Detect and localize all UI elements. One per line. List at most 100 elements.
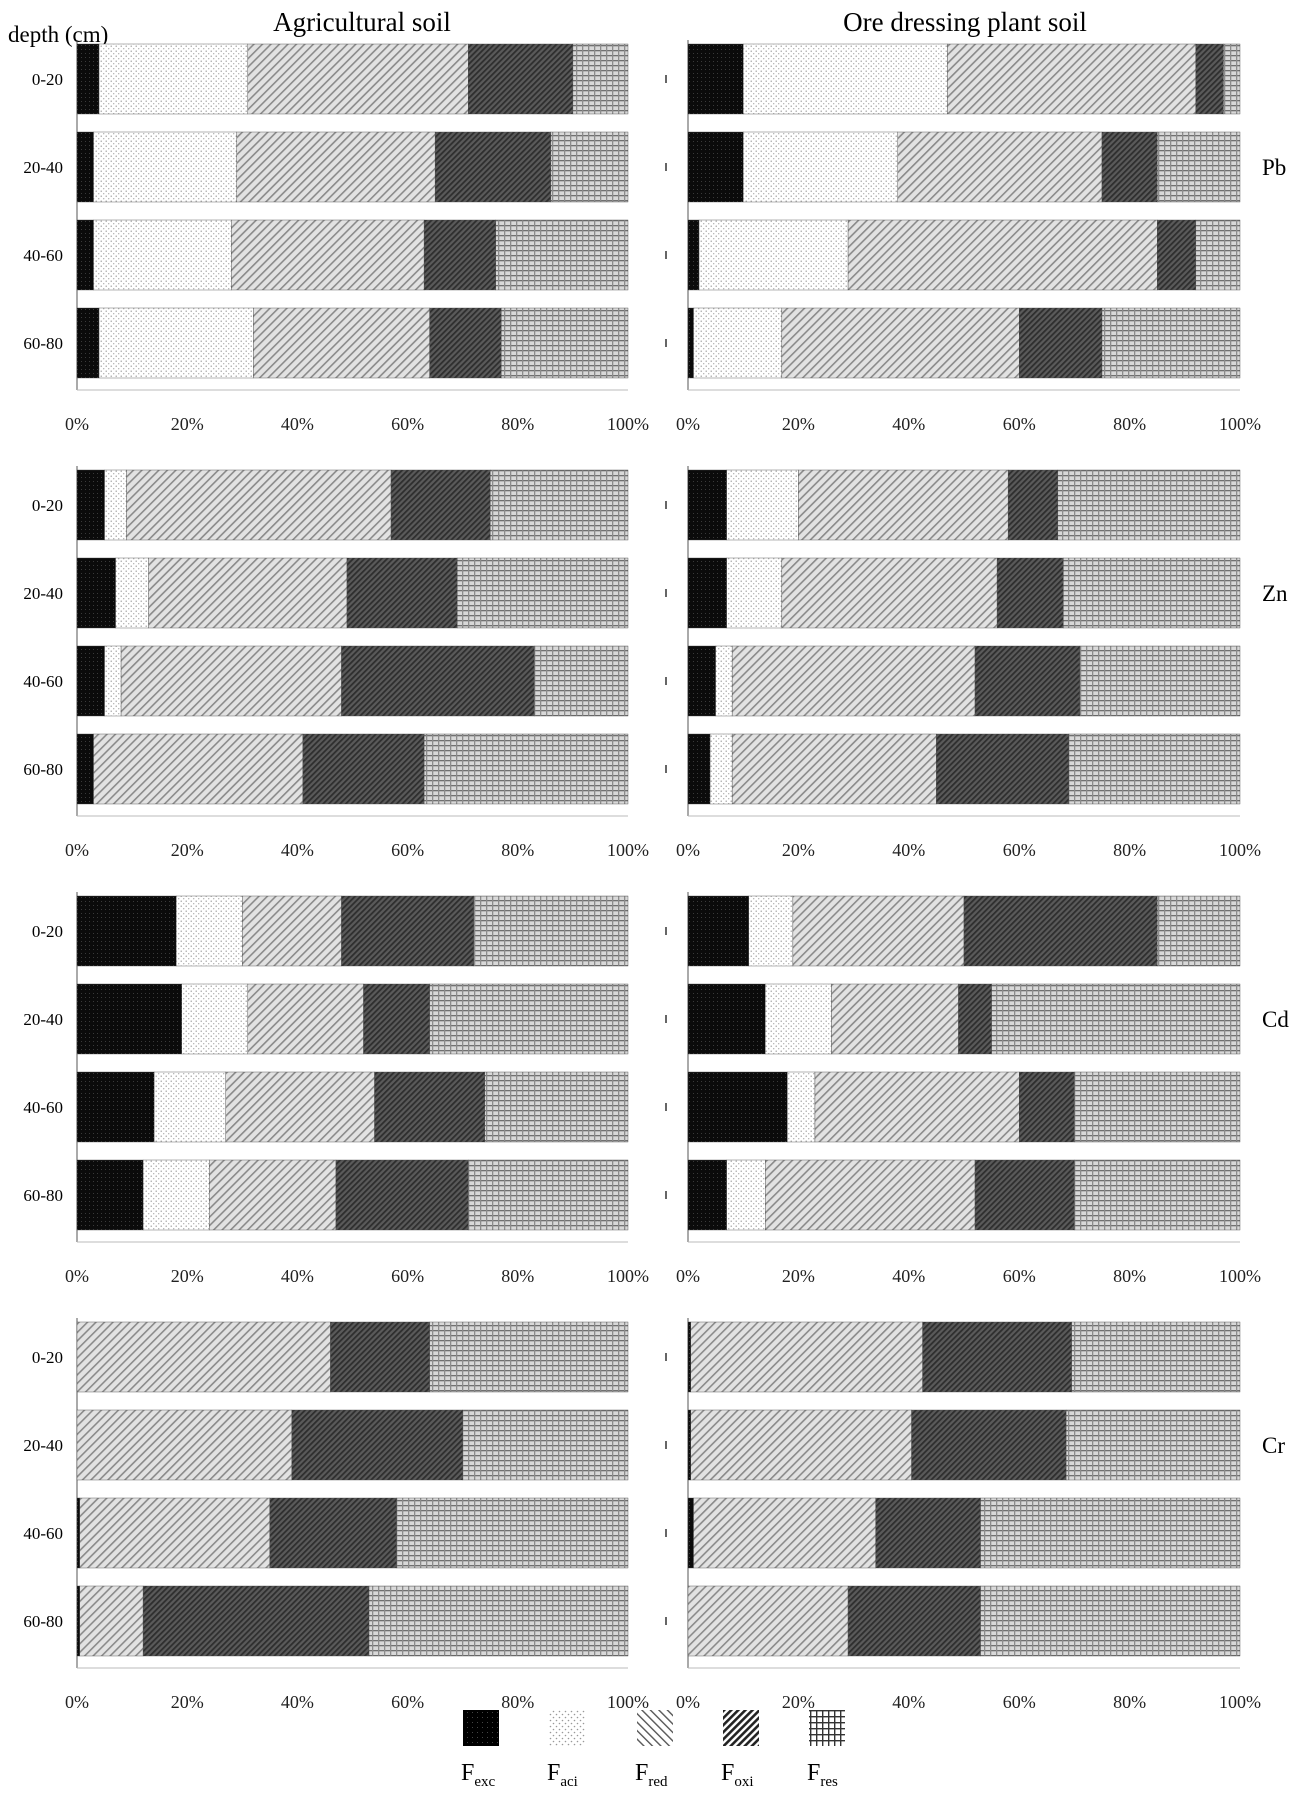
x-tick-label: 20% bbox=[171, 1266, 204, 1286]
bar-segment-oxi bbox=[875, 1497, 981, 1569]
bar-segment-res bbox=[1223, 43, 1241, 115]
bar-segment-oxi bbox=[434, 131, 552, 203]
x-tick-label: 0% bbox=[65, 414, 89, 434]
bar-segment-res bbox=[484, 1071, 629, 1143]
bar-segment-exc bbox=[687, 895, 749, 967]
x-tick-label: 60% bbox=[391, 1692, 424, 1712]
bar-segment-oxi bbox=[974, 645, 1081, 717]
x-tick-label: 100% bbox=[607, 840, 649, 860]
bar-segment-red bbox=[798, 469, 1009, 541]
x-tick-label: 0% bbox=[676, 1692, 700, 1712]
bar-segment-exc bbox=[687, 1071, 788, 1143]
bar-segment-red bbox=[236, 131, 436, 203]
bar-segment-exc bbox=[76, 219, 94, 291]
legend-label: Fres bbox=[807, 1760, 838, 1790]
x-tick-label: 40% bbox=[892, 414, 925, 434]
bar-segment-oxi bbox=[374, 1071, 485, 1143]
bar-segment-oxi bbox=[1101, 131, 1158, 203]
bar-segment-red bbox=[148, 557, 348, 629]
legend-label-sub: oxi bbox=[734, 1774, 753, 1790]
panel-zn-agricultural: 0-20 20-40 40-60 60-80 0% 20% 40% 60% 80% 100% bbox=[23, 466, 649, 860]
bar-segment-aci bbox=[715, 645, 733, 717]
legend-label: Faci bbox=[547, 1760, 578, 1790]
bar-segment-oxi bbox=[936, 733, 1070, 805]
metal-label: Cr bbox=[1262, 1433, 1285, 1458]
bar-segment-oxi bbox=[335, 1159, 469, 1231]
bar-segment-res bbox=[1065, 1409, 1241, 1481]
bar-segment-red bbox=[247, 983, 364, 1055]
bar-segment-exc bbox=[687, 557, 727, 629]
panel-pb-agricultural: 0-20 20-40 40-60 60-80 0% 20% 40% 60% 80% 100% bbox=[23, 40, 649, 434]
bar-segment-res bbox=[1074, 1071, 1241, 1143]
column-title-agricultural: Agricultural soil bbox=[273, 7, 451, 37]
bar-segment-red bbox=[847, 219, 1158, 291]
bar-segment-aci bbox=[698, 219, 849, 291]
bar-segment-red bbox=[731, 645, 976, 717]
x-tick-label: 80% bbox=[1113, 840, 1146, 860]
depth-tick-label: 40-60 bbox=[23, 672, 63, 691]
x-tick-label: 60% bbox=[391, 1266, 424, 1286]
bar-segment-aci bbox=[181, 983, 249, 1055]
bar-segment-aci bbox=[93, 131, 237, 203]
x-tick-label: 100% bbox=[1219, 414, 1261, 434]
bar-segment-aci bbox=[115, 557, 149, 629]
x-tick-label: 60% bbox=[391, 414, 424, 434]
x-tick-label: 80% bbox=[1113, 1692, 1146, 1712]
bar-segment-aci bbox=[175, 895, 243, 967]
bar-segment-oxi bbox=[958, 983, 992, 1055]
bar-segment-oxi bbox=[468, 43, 574, 115]
x-tick-label: 40% bbox=[281, 840, 314, 860]
bar-segment-red bbox=[126, 469, 392, 541]
legend-label: Fexc bbox=[461, 1760, 496, 1790]
bar-segment-red bbox=[79, 1585, 144, 1657]
bar-segment-res bbox=[429, 983, 629, 1055]
bar-segment-aci bbox=[743, 43, 948, 115]
bar-segment-aci bbox=[142, 1159, 210, 1231]
bar-segment-red bbox=[79, 1497, 271, 1569]
x-tick-label: 100% bbox=[1219, 840, 1261, 860]
bar-segment-aci bbox=[93, 219, 232, 291]
bar-segment-oxi bbox=[390, 469, 491, 541]
bar-segment-oxi bbox=[341, 645, 535, 717]
bar-segment-aci bbox=[98, 307, 254, 379]
bar-segment-exc bbox=[76, 1071, 155, 1143]
depth-tick-label: 20-40 bbox=[23, 158, 63, 177]
bar-segment-res bbox=[368, 1585, 629, 1657]
x-tick-label: 40% bbox=[892, 1692, 925, 1712]
bar-segment-res bbox=[550, 131, 629, 203]
bar-segment-oxi bbox=[1007, 469, 1059, 541]
depth-tick-label: 20-40 bbox=[23, 1436, 63, 1455]
depth-tick-label: 0-20 bbox=[32, 1348, 63, 1367]
bar-segment-oxi bbox=[996, 557, 1064, 629]
bar-segment-red bbox=[792, 895, 965, 967]
depth-tick-label: 60-80 bbox=[23, 334, 63, 353]
legend-label-sub: red bbox=[648, 1774, 668, 1790]
legend-label: Fred bbox=[635, 1760, 668, 1790]
bar-segment-res bbox=[1156, 131, 1241, 203]
bar-segment-red bbox=[814, 1071, 1020, 1143]
bar-segment-exc bbox=[76, 557, 116, 629]
bar-segment-oxi bbox=[341, 895, 474, 967]
bar-segment-oxi bbox=[142, 1585, 370, 1657]
x-tick-label: 20% bbox=[782, 1692, 815, 1712]
x-tick-label: 0% bbox=[676, 1266, 700, 1286]
x-tick-label: 40% bbox=[281, 1692, 314, 1712]
bar-segment-red bbox=[120, 645, 342, 717]
bar-segment-aci bbox=[743, 131, 898, 203]
bar-segment-res bbox=[429, 1321, 629, 1393]
x-tick-label: 60% bbox=[1003, 1266, 1036, 1286]
bar-segment-oxi bbox=[423, 219, 496, 291]
bar-segment-exc bbox=[687, 131, 744, 203]
x-tick-label: 80% bbox=[501, 414, 534, 434]
bar-segment-res bbox=[980, 1497, 1241, 1569]
x-tick-label: 100% bbox=[607, 1692, 649, 1712]
column-title-ore-dressing: Ore dressing plant soil bbox=[843, 7, 1087, 37]
x-tick-label: 40% bbox=[892, 1266, 925, 1286]
depth-axis-title: depth (cm) bbox=[8, 22, 108, 47]
x-tick-label: 20% bbox=[782, 414, 815, 434]
bar-segment-aci bbox=[726, 557, 783, 629]
bar-segment-red bbox=[93, 733, 304, 805]
depth-tick-label: 20-40 bbox=[23, 1010, 63, 1029]
bar-segment-res bbox=[534, 645, 629, 717]
depth-tick-label: 60-80 bbox=[23, 1186, 63, 1205]
